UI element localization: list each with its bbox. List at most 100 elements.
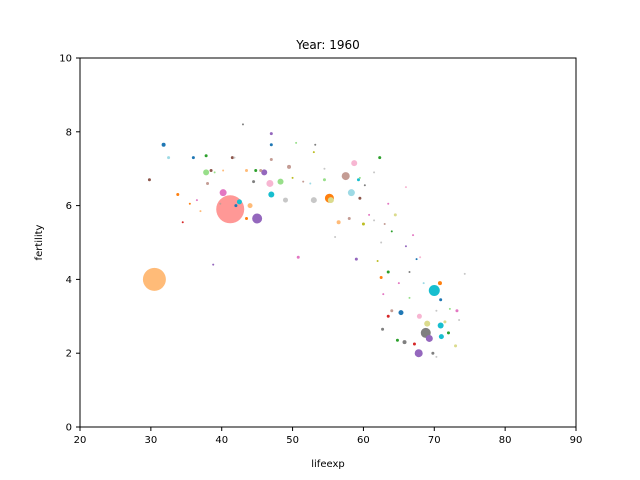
y-tick-label: 0 [66, 423, 72, 434]
x-tick-label: 60 [357, 435, 370, 446]
data-point [296, 255, 300, 259]
data-point [390, 230, 393, 233]
y-tick-label: 10 [59, 54, 72, 65]
data-point [336, 220, 341, 225]
data-point [416, 313, 422, 319]
data-point [233, 156, 236, 159]
y-axis-ticks: 0 2 4 6 8 10 [59, 54, 80, 434]
y-tick-label: 2 [66, 349, 72, 360]
data-point [415, 258, 418, 261]
data-point [234, 204, 238, 208]
data-point [437, 322, 444, 329]
data-point [431, 351, 435, 355]
data-point [390, 309, 394, 313]
data-point [446, 331, 450, 335]
data-point [347, 189, 355, 197]
data-point [219, 202, 222, 205]
data-point [387, 202, 390, 205]
data-point [382, 293, 385, 296]
data-point [219, 189, 227, 197]
data-point [259, 169, 263, 173]
y-tick-label: 8 [66, 127, 72, 138]
y-tick-label: 6 [66, 201, 72, 212]
data-point [412, 234, 415, 237]
x-tick-label: 20 [74, 435, 87, 446]
data-point [323, 167, 326, 170]
data-point [247, 203, 253, 209]
data-point [341, 172, 350, 181]
data-point [380, 241, 383, 244]
data-point [302, 180, 305, 183]
data-point [203, 169, 210, 176]
data-point [245, 217, 249, 221]
data-point [443, 320, 447, 324]
data-point [358, 196, 362, 200]
data-point [373, 171, 376, 174]
data-point [314, 143, 317, 146]
data-point [310, 197, 317, 204]
data-point [381, 327, 385, 331]
data-point [454, 344, 458, 348]
data-point [347, 217, 351, 221]
data-point [425, 334, 433, 342]
x-tick-label: 90 [570, 435, 583, 446]
data-point [181, 221, 184, 224]
data-point [398, 310, 404, 316]
data-point [458, 318, 461, 321]
data-point [282, 197, 288, 203]
data-point [435, 355, 438, 358]
data-point [376, 259, 379, 262]
x-tick-label: 40 [215, 435, 228, 446]
data-point [408, 296, 411, 299]
x-axis-ticks: 20 30 40 50 60 70 80 90 [74, 427, 583, 446]
x-tick-label: 70 [428, 435, 441, 446]
data-point [266, 179, 274, 187]
data-point [439, 298, 443, 302]
data-point [408, 271, 411, 274]
data-point [312, 151, 315, 154]
data-point [195, 199, 198, 202]
data-point [463, 272, 466, 275]
data-point [437, 281, 442, 286]
data-point [404, 186, 407, 189]
data-point [393, 213, 397, 217]
y-axis-label: fertility [34, 224, 45, 260]
data-point [386, 270, 390, 274]
data-point [424, 320, 431, 327]
data-point [368, 213, 371, 216]
data-point [161, 142, 166, 147]
data-point [142, 267, 166, 291]
data-point [261, 169, 268, 176]
data-point [395, 338, 399, 342]
data-point [167, 156, 171, 160]
data-point [191, 156, 195, 160]
data-point [404, 245, 407, 248]
data-point [363, 184, 366, 187]
data-point [269, 157, 273, 161]
data-point [222, 169, 225, 172]
data-point [435, 309, 438, 312]
data-point [245, 169, 249, 173]
data-point [209, 169, 213, 173]
data-point [188, 202, 191, 205]
data-point [252, 213, 263, 224]
data-point [269, 132, 273, 136]
data-point [212, 263, 215, 266]
x-tick-label: 50 [286, 435, 299, 446]
x-tick-label: 80 [499, 435, 512, 446]
data-point [373, 219, 376, 222]
data-point [252, 180, 256, 184]
data-point [402, 340, 407, 345]
data-point [213, 171, 216, 174]
data-point [448, 307, 451, 310]
data-point [236, 199, 242, 205]
data-point [291, 176, 294, 179]
data-point [358, 176, 361, 179]
data-point [354, 257, 358, 261]
data-point [268, 191, 275, 198]
data-point [397, 282, 400, 285]
x-tick-label: 30 [144, 435, 157, 446]
data-point [147, 178, 151, 182]
